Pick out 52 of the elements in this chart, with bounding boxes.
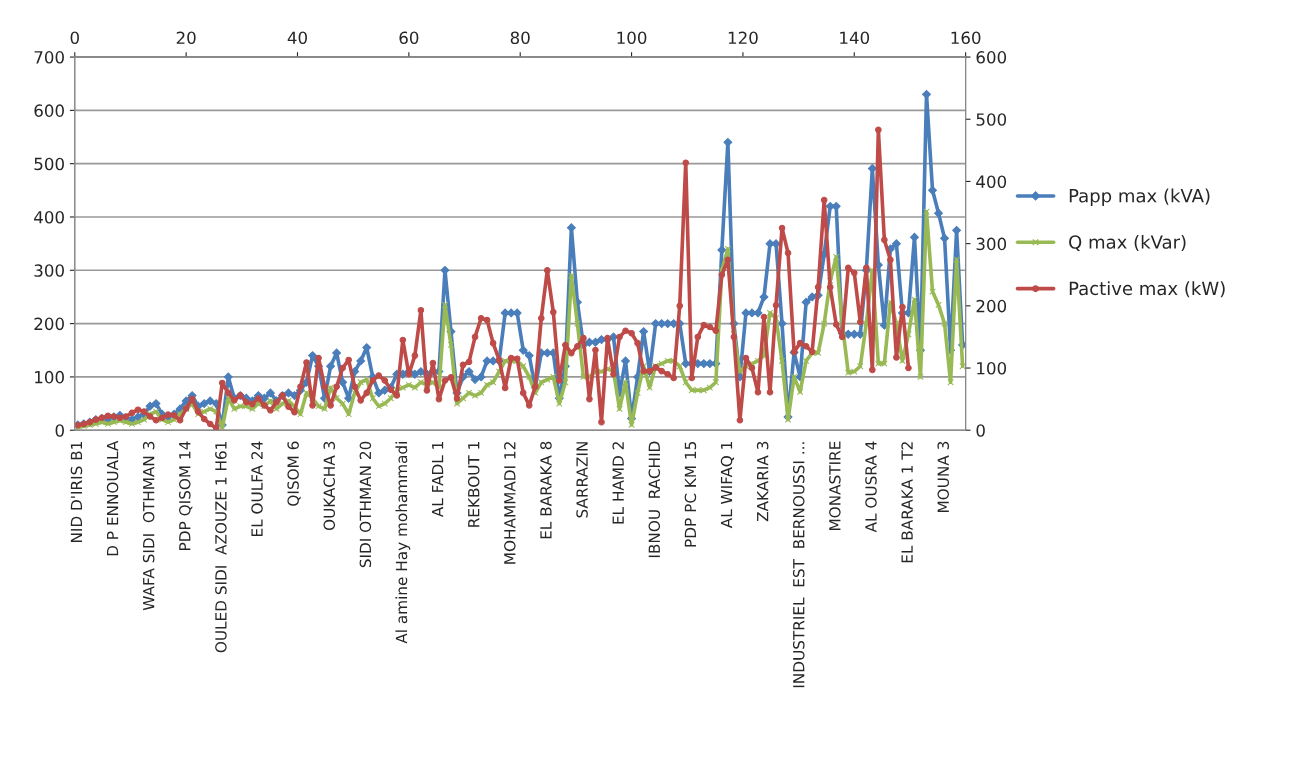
y2-tick-label: 600: [976, 51, 1007, 64]
x2-tick-label: 140: [840, 31, 870, 45]
x-tick-label: QISOM 6: [287, 441, 301, 506]
x-tick-label: SIDI OTHMAN 20: [359, 441, 372, 568]
y-tick-label: 700: [34, 51, 64, 64]
legend-label: Pactive max (kW): [1069, 281, 1225, 298]
y-tick-label: 100: [35, 370, 64, 384]
x-tick-label: EL OULFA 24: [251, 441, 263, 537]
x2-tick-label: 60: [399, 31, 419, 45]
y-tick-label: 600: [34, 104, 64, 117]
x2-tick-label: 0: [70, 31, 79, 45]
y2-tick-label: 300: [976, 237, 1007, 251]
x2-tick-label: 160: [951, 31, 981, 45]
y2-tick-label: 100: [977, 361, 1007, 375]
y-tick-label: 300: [34, 264, 64, 277]
x-tick-label: PDP PC KM 15: [684, 441, 697, 547]
legend-label: Q max (kVar): [1069, 234, 1186, 251]
x-tick-label: AL FADL 1: [432, 442, 444, 518]
x-tick-label: EL BARAKA 1 T2: [901, 442, 913, 563]
y-tick-label: 500: [34, 157, 64, 171]
x2-tick-label: 20: [176, 31, 196, 45]
y2-tick-label: 0: [976, 424, 985, 437]
x-tick-label: OUKACHA 3: [323, 441, 336, 531]
x2-tick-label: 120: [728, 31, 758, 45]
x-tick-label: MONASTIRE: [829, 441, 841, 531]
x-tick-label: PDP QISOM 14: [179, 441, 193, 550]
y-tick-label: 400: [34, 210, 64, 224]
x-tick-label: REKBOUT 1: [467, 442, 480, 527]
x-tick-label: EL BARAKA 8: [540, 441, 552, 539]
x-tick-label: WAFA SIDI OTHMAN 3: [142, 441, 155, 611]
x-tick-label: D P ENNOUALA: [106, 440, 119, 556]
y2-tick-label: 500: [976, 113, 1007, 126]
x-tick-label: EL HAMD 2: [612, 442, 624, 524]
x-tick-label: MOUNA 3: [937, 441, 949, 512]
x2-tick-label: 80: [510, 31, 530, 45]
x-tick-label: AL OUSRA 4: [865, 441, 877, 533]
y2-tick-label: 200: [976, 299, 1007, 313]
x-tick-label: Al amine Hay mohammadi: [395, 442, 411, 644]
x2-tick-label: 100: [617, 31, 647, 45]
y-tick-label: 0: [55, 424, 64, 437]
x-tick-label: INDUSTRIEL EST BERNOUSSI ...: [792, 442, 805, 688]
x-tick-label: NID D'IRIS B1: [70, 442, 83, 543]
x-tick-label: IBNOU RACHID: [648, 441, 661, 558]
x-tick-label: MOHAMMADI 12: [504, 442, 516, 564]
x-tick-label: ZAKARIA 3: [756, 441, 769, 522]
y-tick-label: 200: [34, 317, 64, 331]
x-tick-label: AL WIFAQ 1: [720, 442, 735, 529]
x2-tick-label: 40: [287, 31, 307, 45]
legend-label: Papp max (kVA): [1069, 188, 1210, 207]
x-tick-label: SARRAZIN: [576, 442, 588, 518]
x-tick-label: OULED SIDI AZOUZE 1 H61: [215, 442, 227, 653]
y2-tick-label: 400: [976, 175, 1007, 189]
